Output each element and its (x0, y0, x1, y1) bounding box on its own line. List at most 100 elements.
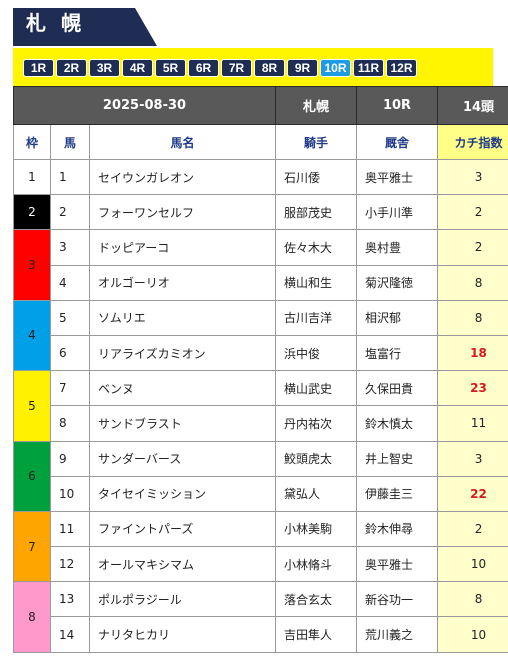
horse-name: フォーワンセルフ (88, 194, 277, 231)
jockey-name: 石川倭 (275, 158, 358, 196)
race-button-1r[interactable]: 1R (23, 59, 54, 77)
race-venue: 札幌 (275, 86, 358, 125)
horse-number: 5 (50, 299, 90, 336)
kachi-index: 8 (437, 264, 508, 301)
horse-number: 7 (50, 370, 90, 407)
table-row: 6 リアライズカミオン 浜中俊 塩富行 18 (14, 334, 508, 372)
horse-number: 14 (50, 616, 90, 653)
horse-name: オールマキシマム (88, 546, 277, 583)
horse-name: ドッピアーコ (88, 229, 277, 266)
horse-number: 8 (50, 405, 90, 442)
table-row: 14 ナリタヒカリ 吉田隼人 荒川義之 10 (14, 616, 508, 653)
horse-number: 4 (50, 264, 90, 301)
horse-name: ソムリエ (88, 299, 277, 336)
jockey-name: 吉田隼人 (275, 616, 358, 653)
waku-cell: 5 (13, 370, 51, 442)
venue-header (13, 8, 157, 46)
horse-number: 6 (50, 334, 90, 372)
race-head-count: 14頭 (437, 86, 508, 125)
jockey-name: 黛弘人 (275, 475, 358, 512)
horse-number: 9 (50, 440, 90, 477)
horse-number: 11 (50, 510, 90, 548)
kachi-index: 2 (437, 510, 508, 548)
table-row: 10 タイセイミッション 黛弘人 伊藤圭三 22 (14, 475, 508, 512)
waku-cell: 3 (13, 229, 51, 301)
kachi-index: 10 (437, 616, 508, 653)
jockey-name: 小林美駒 (275, 510, 358, 548)
race-button-group: 1R 2R 3R 4R 5R 6R 7R 8R 9R 10R 11R 12R (23, 59, 417, 77)
horse-name: オルゴーリオ (88, 264, 277, 301)
race-card-table: 2025-08-30 札幌 10R 14頭 枠 馬 馬名 騎手 厩舎 カチ指数 … (12, 86, 508, 653)
horse-name: ファイントパーズ (88, 510, 277, 548)
race-button-4r[interactable]: 4R (122, 59, 153, 77)
horse-number: 12 (50, 546, 90, 583)
horse-number: 10 (50, 475, 90, 512)
race-button-10r[interactable]: 10R (320, 59, 351, 77)
race-button-9r[interactable]: 9R (287, 59, 318, 77)
waku-cell: 7 (13, 510, 51, 583)
jockey-name: 佐々木大 (275, 229, 358, 266)
kachi-index: 3 (437, 158, 508, 196)
jockey-name: 丹内祐次 (275, 405, 358, 442)
trainer-name: 荒川義之 (356, 616, 439, 653)
waku-cell: 8 (13, 581, 51, 653)
race-number: 10R (356, 86, 439, 125)
kachi-index: 10 (437, 546, 508, 583)
header-uma: 馬 (50, 124, 90, 160)
race-date: 2025-08-30 (12, 86, 277, 125)
trainer-name: 井上智史 (356, 440, 439, 477)
trainer-name: 新谷功一 (356, 581, 439, 618)
trainer-name: 伊藤圭三 (356, 475, 439, 512)
trainer-name: 小手川準 (356, 194, 439, 231)
race-button-8r[interactable]: 8R (254, 59, 285, 77)
jockey-name: 落合玄太 (275, 581, 358, 618)
header-kachi-index: カチ指数 (437, 124, 508, 160)
horse-number: 13 (50, 581, 90, 618)
table-row: 1 1 セイウンガレオン 石川倭 奥平雅士 3 (13, 158, 508, 196)
race-selector-bar: 1R 2R 3R 4R 5R 6R 7R 8R 9R 10R 11R 12R (13, 48, 493, 86)
jockey-name: 小林脩斗 (275, 546, 358, 583)
jockey-name: 鮫頭虎太 (275, 440, 358, 477)
horse-name: セイウンガレオン (88, 158, 277, 196)
horse-name: ベンヌ (88, 370, 277, 407)
race-button-6r[interactable]: 6R (188, 59, 219, 77)
header-horse-name: 馬名 (88, 124, 277, 160)
trainer-name: 久保田貴 (356, 370, 439, 407)
race-button-7r[interactable]: 7R (221, 59, 252, 77)
jockey-name: 古川吉洋 (275, 299, 358, 336)
jockey-name: 浜中俊 (275, 334, 358, 372)
trainer-name: 奥平雅士 (356, 546, 439, 583)
table-row: 4 オルゴーリオ 横山和生 菊沢隆徳 8 (14, 264, 508, 301)
table-row: 12 オールマキシマム 小林脩斗 奥平雅士 10 (14, 546, 508, 583)
kachi-index: 8 (437, 299, 508, 336)
kachi-index: 8 (437, 581, 508, 618)
kachi-index: 3 (437, 440, 508, 477)
header-trainer: 厩舎 (356, 124, 439, 160)
table-row: 4 5 ソムリエ 古川吉洋 相沢郁 8 (13, 299, 508, 372)
race-button-12r[interactable]: 12R (386, 59, 417, 77)
trainer-name: 鈴木伸尋 (356, 510, 439, 548)
horse-name: タイセイミッション (88, 475, 277, 512)
horse-number: 1 (50, 158, 90, 196)
entries-body: 1 1 セイウンガレオン 石川倭 奥平雅士 3 2 2 フォーワンセルフ 服部茂史 小手川準 2 3 3 ド… (13, 158, 508, 653)
race-button-2r[interactable]: 2R (56, 59, 87, 77)
table-row: 2 2 フォーワンセルフ 服部茂史 小手川準 2 (13, 194, 508, 231)
race-button-11r[interactable]: 11R (353, 59, 384, 77)
header-waku: 枠 (13, 124, 51, 160)
table-row: 5 7 ベンヌ 横山武史 久保田貴 23 (13, 370, 508, 442)
race-button-3r[interactable]: 3R (89, 59, 120, 77)
jockey-name: 横山武史 (275, 370, 358, 407)
horse-name: サンドブラスト (88, 405, 277, 442)
kachi-index: 23 (437, 370, 508, 407)
horse-name: サンダーバース (88, 440, 277, 477)
trainer-name: 菊沢隆徳 (356, 264, 439, 301)
waku-cell: 4 (13, 299, 51, 372)
waku-cell: 2 (13, 194, 51, 231)
trainer-name: 奥村豊 (356, 229, 439, 266)
kachi-index: 18 (437, 334, 508, 372)
race-button-5r[interactable]: 5R (155, 59, 186, 77)
kachi-index: 22 (437, 475, 508, 512)
waku-cell: 1 (13, 158, 51, 196)
trainer-name: 相沢郁 (356, 299, 439, 336)
horse-name: リアライズカミオン (88, 334, 277, 372)
